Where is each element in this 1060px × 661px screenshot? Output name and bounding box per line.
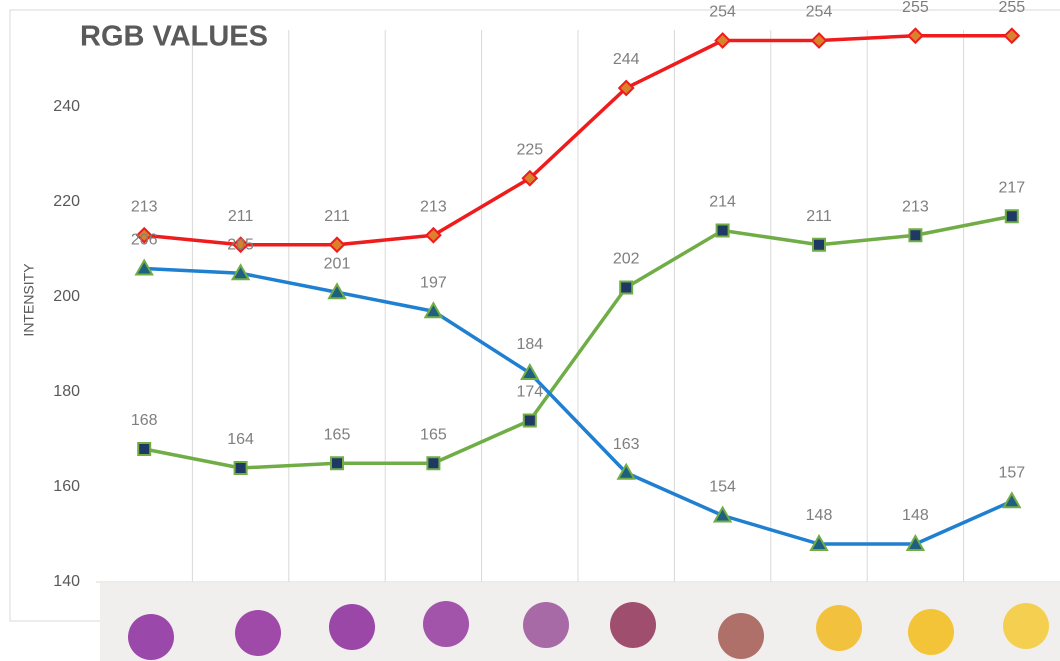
data-label: 202 (613, 251, 640, 268)
swatch-strip (100, 583, 1060, 661)
point (328, 236, 346, 254)
point (520, 362, 540, 380)
point (424, 226, 442, 244)
swatch (610, 602, 656, 648)
swatch (1003, 603, 1049, 649)
swatch (329, 604, 375, 650)
series-line (144, 34, 1012, 247)
data-label: 184 (516, 336, 543, 353)
data-label: 217 (998, 179, 1025, 196)
data-label: 254 (806, 4, 833, 21)
point (809, 533, 829, 551)
y-tick-label: 180 (53, 383, 80, 400)
y-tick-label: 220 (53, 193, 80, 210)
point (1004, 209, 1019, 224)
point (617, 79, 635, 97)
point (906, 27, 924, 45)
data-label: 164 (227, 431, 254, 448)
y-tick-label: 200 (53, 288, 80, 305)
data-label: 255 (902, 0, 929, 16)
data-label: 148 (806, 507, 833, 524)
point (135, 226, 153, 244)
data-label: 255 (998, 0, 1025, 16)
point (810, 32, 828, 49)
point (905, 533, 926, 551)
swatch (128, 614, 174, 660)
data-label: 165 (420, 426, 447, 443)
data-label: 201 (324, 255, 351, 272)
data-label: 205 (227, 236, 254, 253)
point (230, 263, 251, 281)
y-tick-label: 240 (53, 98, 80, 115)
data-label: 165 (324, 426, 351, 443)
data-label: 225 (516, 141, 543, 158)
swatch (235, 610, 281, 656)
data-label: 213 (131, 198, 158, 215)
point (616, 462, 636, 480)
point (426, 456, 441, 471)
chart-frame (9, 9, 1060, 622)
point (423, 301, 444, 319)
swatch (816, 605, 862, 651)
point (522, 413, 537, 428)
data-label: 163 (613, 436, 640, 453)
data-label: 211 (228, 208, 254, 225)
data-label: 211 (324, 208, 350, 225)
point (232, 236, 250, 254)
swatch (718, 613, 764, 659)
point (521, 169, 539, 187)
y-tick-label: 160 (53, 478, 80, 495)
point (619, 280, 634, 295)
y-axis-label: INTENSITY (21, 263, 37, 337)
swatch (423, 601, 469, 647)
data-label: 214 (709, 194, 736, 211)
data-label: 211 (806, 208, 832, 225)
point (712, 505, 733, 523)
point (1002, 491, 1022, 509)
swatch (523, 602, 569, 648)
data-label: 244 (613, 51, 640, 68)
y-tick-label: 140 (53, 573, 80, 590)
point (330, 456, 344, 471)
data-label: 148 (902, 507, 929, 524)
point (233, 461, 248, 475)
point (137, 442, 152, 456)
data-label: 206 (131, 232, 158, 249)
point (1003, 27, 1021, 45)
data-label: 174 (516, 384, 543, 401)
data-label: 213 (420, 198, 447, 215)
series-line (144, 266, 1013, 546)
point (715, 223, 730, 238)
data-label: 168 (131, 412, 158, 429)
point (327, 282, 347, 300)
point (714, 32, 732, 49)
data-label: 213 (902, 198, 929, 215)
chart-title: RGB VALUES (80, 21, 268, 53)
data-label: 254 (709, 4, 736, 21)
point (134, 258, 154, 276)
data-label: 197 (420, 274, 447, 291)
swatch (908, 609, 954, 655)
point (908, 228, 923, 243)
data-label: 154 (709, 479, 736, 496)
data-label: 157 (998, 464, 1025, 481)
point (812, 237, 826, 252)
series-line (143, 214, 1013, 470)
